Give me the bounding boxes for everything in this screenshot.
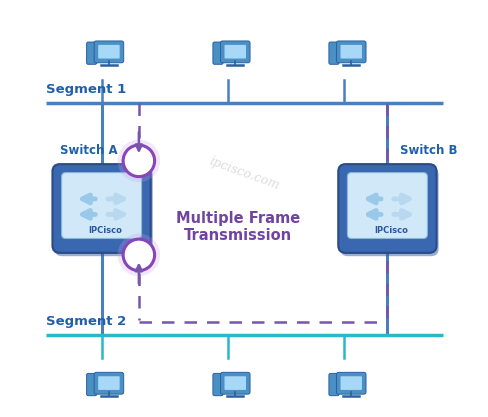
FancyBboxPatch shape bbox=[224, 376, 245, 390]
FancyBboxPatch shape bbox=[94, 372, 123, 394]
FancyBboxPatch shape bbox=[94, 41, 123, 63]
FancyBboxPatch shape bbox=[55, 168, 152, 256]
Text: IPCisco: IPCisco bbox=[88, 226, 122, 235]
FancyBboxPatch shape bbox=[340, 45, 361, 58]
Circle shape bbox=[123, 145, 154, 177]
FancyBboxPatch shape bbox=[328, 42, 338, 64]
Text: Segment 1: Segment 1 bbox=[45, 83, 126, 96]
Circle shape bbox=[118, 140, 160, 182]
FancyBboxPatch shape bbox=[98, 376, 120, 390]
Text: Switch B: Switch B bbox=[399, 144, 456, 157]
FancyBboxPatch shape bbox=[61, 173, 142, 239]
Circle shape bbox=[123, 239, 154, 271]
FancyBboxPatch shape bbox=[336, 41, 365, 63]
FancyBboxPatch shape bbox=[52, 164, 150, 253]
FancyBboxPatch shape bbox=[220, 41, 249, 63]
Text: ipcisco.com: ipcisco.com bbox=[207, 155, 281, 192]
FancyBboxPatch shape bbox=[346, 173, 427, 239]
FancyBboxPatch shape bbox=[224, 45, 245, 58]
FancyBboxPatch shape bbox=[340, 376, 361, 390]
Text: Switch A: Switch A bbox=[60, 144, 118, 157]
FancyBboxPatch shape bbox=[212, 42, 223, 64]
Text: Multiple Frame
Transmission: Multiple Frame Transmission bbox=[176, 211, 300, 244]
FancyBboxPatch shape bbox=[86, 42, 97, 64]
FancyBboxPatch shape bbox=[336, 372, 365, 394]
FancyBboxPatch shape bbox=[220, 372, 249, 394]
Circle shape bbox=[118, 234, 160, 276]
FancyBboxPatch shape bbox=[328, 373, 338, 396]
FancyBboxPatch shape bbox=[98, 45, 120, 58]
Text: IPCisco: IPCisco bbox=[373, 226, 407, 235]
Text: Segment 2: Segment 2 bbox=[45, 315, 126, 328]
FancyBboxPatch shape bbox=[212, 373, 223, 396]
FancyBboxPatch shape bbox=[338, 164, 436, 253]
FancyBboxPatch shape bbox=[86, 373, 97, 396]
FancyBboxPatch shape bbox=[340, 168, 438, 256]
